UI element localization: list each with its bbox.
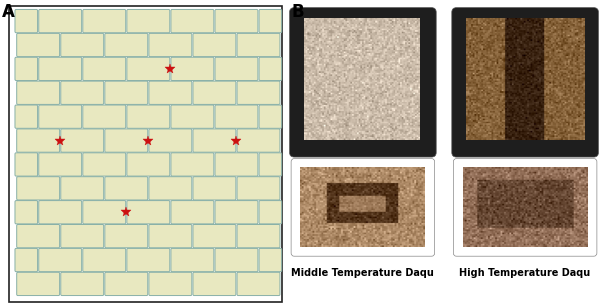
FancyBboxPatch shape	[17, 33, 59, 57]
FancyBboxPatch shape	[215, 153, 258, 176]
FancyBboxPatch shape	[15, 153, 38, 176]
FancyBboxPatch shape	[61, 272, 104, 296]
FancyBboxPatch shape	[149, 33, 192, 57]
FancyBboxPatch shape	[17, 81, 59, 104]
FancyBboxPatch shape	[237, 177, 280, 200]
FancyBboxPatch shape	[127, 105, 170, 128]
FancyBboxPatch shape	[61, 129, 104, 152]
FancyBboxPatch shape	[17, 272, 59, 296]
FancyBboxPatch shape	[454, 159, 597, 256]
FancyBboxPatch shape	[237, 81, 280, 104]
FancyBboxPatch shape	[39, 153, 82, 176]
FancyBboxPatch shape	[171, 9, 214, 33]
FancyBboxPatch shape	[15, 201, 38, 224]
FancyBboxPatch shape	[15, 248, 38, 272]
FancyBboxPatch shape	[83, 105, 126, 128]
FancyBboxPatch shape	[171, 153, 214, 176]
FancyBboxPatch shape	[193, 272, 236, 296]
FancyBboxPatch shape	[105, 177, 148, 200]
FancyBboxPatch shape	[149, 224, 192, 248]
FancyBboxPatch shape	[39, 248, 82, 272]
FancyBboxPatch shape	[171, 248, 214, 272]
FancyBboxPatch shape	[83, 248, 126, 272]
FancyBboxPatch shape	[15, 57, 38, 81]
FancyBboxPatch shape	[149, 81, 192, 104]
FancyBboxPatch shape	[215, 57, 258, 81]
FancyBboxPatch shape	[193, 33, 236, 57]
FancyBboxPatch shape	[291, 159, 434, 256]
FancyBboxPatch shape	[171, 105, 214, 128]
FancyBboxPatch shape	[237, 129, 280, 152]
FancyBboxPatch shape	[105, 81, 148, 104]
FancyBboxPatch shape	[39, 57, 82, 81]
FancyBboxPatch shape	[259, 57, 281, 81]
FancyBboxPatch shape	[61, 177, 104, 200]
FancyBboxPatch shape	[171, 57, 214, 81]
FancyBboxPatch shape	[452, 8, 598, 157]
FancyBboxPatch shape	[17, 129, 59, 152]
FancyBboxPatch shape	[105, 129, 148, 152]
FancyBboxPatch shape	[259, 248, 281, 272]
FancyBboxPatch shape	[259, 9, 281, 33]
FancyBboxPatch shape	[83, 9, 126, 33]
FancyBboxPatch shape	[83, 57, 126, 81]
FancyBboxPatch shape	[215, 201, 258, 224]
FancyBboxPatch shape	[215, 9, 258, 33]
FancyBboxPatch shape	[193, 224, 236, 248]
Text: B: B	[291, 3, 304, 21]
FancyBboxPatch shape	[193, 129, 236, 152]
FancyBboxPatch shape	[149, 272, 192, 296]
FancyBboxPatch shape	[193, 177, 236, 200]
FancyBboxPatch shape	[39, 105, 82, 128]
Text: Middle Temperature Daqu: Middle Temperature Daqu	[292, 268, 434, 278]
FancyBboxPatch shape	[17, 224, 59, 248]
Text: A: A	[1, 3, 14, 21]
FancyBboxPatch shape	[259, 201, 281, 224]
FancyBboxPatch shape	[237, 33, 280, 57]
FancyBboxPatch shape	[215, 248, 258, 272]
FancyBboxPatch shape	[127, 153, 170, 176]
FancyBboxPatch shape	[61, 224, 104, 248]
FancyBboxPatch shape	[61, 81, 104, 104]
FancyBboxPatch shape	[83, 201, 126, 224]
FancyBboxPatch shape	[171, 201, 214, 224]
FancyBboxPatch shape	[17, 177, 59, 200]
FancyBboxPatch shape	[105, 33, 148, 57]
FancyBboxPatch shape	[39, 9, 82, 33]
FancyBboxPatch shape	[15, 105, 38, 128]
FancyBboxPatch shape	[127, 9, 170, 33]
FancyBboxPatch shape	[39, 201, 82, 224]
FancyBboxPatch shape	[105, 272, 148, 296]
FancyBboxPatch shape	[237, 272, 280, 296]
FancyBboxPatch shape	[149, 177, 192, 200]
FancyBboxPatch shape	[259, 153, 281, 176]
FancyBboxPatch shape	[61, 33, 104, 57]
FancyBboxPatch shape	[127, 201, 170, 224]
FancyBboxPatch shape	[83, 153, 126, 176]
FancyBboxPatch shape	[149, 129, 192, 152]
FancyBboxPatch shape	[259, 105, 281, 128]
FancyBboxPatch shape	[15, 9, 38, 33]
FancyBboxPatch shape	[127, 57, 170, 81]
FancyBboxPatch shape	[290, 8, 436, 157]
FancyBboxPatch shape	[237, 224, 280, 248]
FancyBboxPatch shape	[105, 224, 148, 248]
Text: High Temperature Daqu: High Temperature Daqu	[460, 268, 591, 278]
FancyBboxPatch shape	[215, 105, 258, 128]
FancyBboxPatch shape	[193, 81, 236, 104]
FancyBboxPatch shape	[127, 248, 170, 272]
